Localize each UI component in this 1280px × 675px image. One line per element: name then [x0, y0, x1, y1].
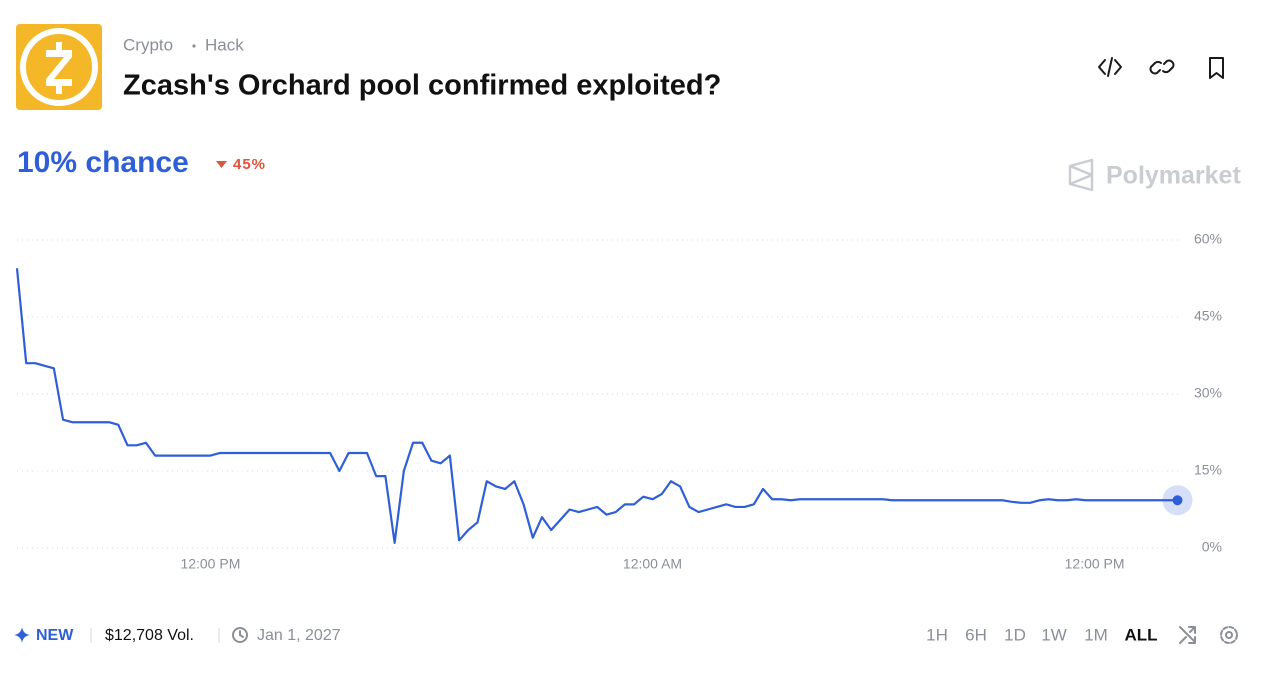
current-point [1172, 495, 1183, 506]
volume: $12,708 Vol. [105, 627, 194, 644]
y-tick-label: 60% [1194, 231, 1222, 247]
clock-icon [232, 627, 248, 643]
market-title: Zcash's Orchard pool confirmed exploited… [123, 70, 721, 102]
range-button[interactable]: 1D [1004, 625, 1026, 644]
tag[interactable]: Hack [205, 35, 244, 54]
link-button[interactable] [1149, 59, 1175, 75]
range-button[interactable]: 6H [965, 625, 987, 644]
down-arrow [216, 161, 227, 168]
market-logo [16, 24, 102, 110]
y-tick-label: 15% [1194, 462, 1222, 478]
settings-button[interactable] [1220, 626, 1238, 644]
y-tick-label: 30% [1194, 385, 1222, 401]
range-button[interactable]: ALL [1124, 625, 1157, 644]
x-tick-label: 12:00 PM [1065, 556, 1125, 572]
price-line [15, 268, 1178, 544]
end-date: Jan 1, 2027 [257, 627, 341, 644]
new-badge: NEW [36, 627, 74, 644]
separator-dot [192, 44, 196, 48]
brand: Polymarket [1106, 162, 1241, 190]
embed-button[interactable] [1098, 57, 1122, 77]
new-icon [14, 627, 30, 643]
x-tick-label: 12:00 PM [180, 556, 240, 572]
range-selector: 1H 6H 1D 1W 1M ALL [926, 625, 1157, 644]
range-button[interactable]: 1H [926, 625, 948, 644]
change: 45% [233, 156, 266, 173]
range-button[interactable]: 1M [1084, 625, 1108, 644]
brand-logo: Polymarket [1068, 158, 1241, 192]
chart: 0% 15% 30% 45% 60% 12:00 PM 12:00 AM 12:00 PM [15, 231, 1222, 572]
bookmark-button[interactable] [1209, 57, 1224, 79]
x-tick-label: 12:00 AM [623, 556, 682, 572]
chance: 10% chance [17, 146, 189, 179]
y-tick-label: 0% [1202, 539, 1222, 555]
y-tick-label: 45% [1194, 308, 1222, 324]
category[interactable]: Crypto [123, 35, 173, 54]
shuffle-button[interactable] [1179, 626, 1196, 644]
range-button[interactable]: 1W [1041, 625, 1067, 644]
